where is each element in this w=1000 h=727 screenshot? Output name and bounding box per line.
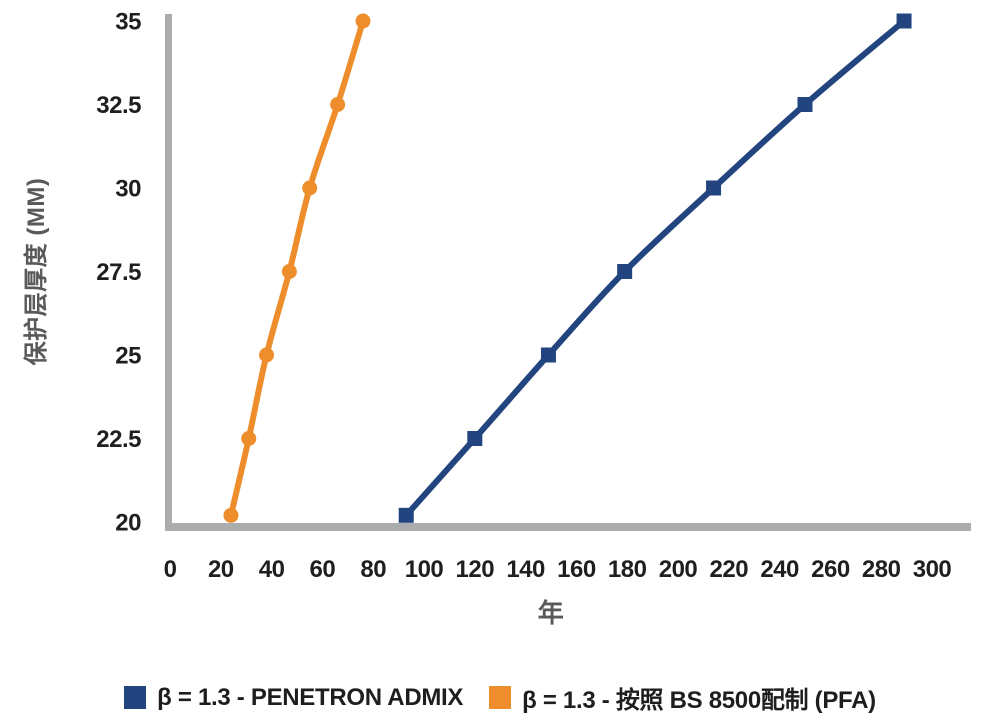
data-point-penetron-admix [467,431,483,446]
data-point-bs8500-pfa [355,13,371,29]
x-tick-label: 300 [913,556,952,583]
data-point-bs8500-pfa [241,431,257,446]
data-point-bs8500-pfa [223,507,239,523]
data-point-bs8500-pfa [330,97,346,112]
cover-depth-vs-years-line-chart: 0 20 40 60 80 100 120 140 160 180 200 220 240 260 280 3… [22,9,971,628]
data-point-penetron-admix [398,507,414,523]
x-tick-label: 60 [310,556,336,583]
y-tick-label: 22.5 [96,426,141,453]
y-tick-label: 30 [115,176,141,203]
y-tick-label: 20 [115,510,141,537]
x-axis-title: 年 [538,598,565,628]
legend-label-penetron-admix: β = 1.3 - PENETRON ADMIX [157,683,464,711]
legend-swatch-penetron-admix [124,686,147,709]
x-tick-label: 40 [259,556,285,583]
data-point-penetron-admix [540,347,556,363]
legend-item-penetron-admix: β = 1.3 - PENETRON ADMIX [124,684,463,712]
y-axis-title: 保护层厚度 (MM) [22,178,50,367]
y-tick-label: 32.5 [96,92,141,119]
x-tick-label: 100 [405,556,444,583]
x-tick-label: 160 [557,556,596,583]
x-tick-label: 260 [811,556,850,583]
x-tick-label: 80 [360,556,386,583]
x-tick-label: 240 [760,556,799,583]
x-tick-label: 0 [164,556,177,583]
chart-legend: β = 1.3 - PENETRON ADMIX β = 1.3 - 按照 BS… [0,680,1000,715]
data-point-penetron-admix [896,13,912,29]
x-axis-line [165,523,971,531]
x-tick-label: 120 [456,556,495,583]
y-tick-label: 25 [115,343,141,370]
y-axis-line [165,14,172,531]
x-tick-label: 180 [608,556,647,583]
data-point-bs8500-pfa [302,180,318,196]
data-point-bs8500-pfa [281,264,297,279]
x-tick-label: 20 [208,556,234,583]
legend-item-bs8500-pfa: β = 1.3 - 按照 BS 8500配制 (PFA) [489,680,876,715]
data-point-bs8500-pfa [259,347,275,363]
legend-swatch-bs8500-pfa [489,686,512,709]
x-tick-label: 200 [659,556,698,583]
y-tick-label: 35 [115,9,141,36]
data-point-penetron-admix [617,264,633,279]
data-point-penetron-admix [706,180,722,196]
x-tick-label: 280 [862,556,901,583]
legend-label-bs8500-pfa: β = 1.3 - 按照 BS 8500配制 (PFA) [522,687,876,714]
data-point-penetron-admix [797,97,813,112]
y-tick-label: 27.5 [96,259,141,286]
x-tick-label: 140 [506,556,545,583]
x-tick-label: 220 [710,556,749,583]
